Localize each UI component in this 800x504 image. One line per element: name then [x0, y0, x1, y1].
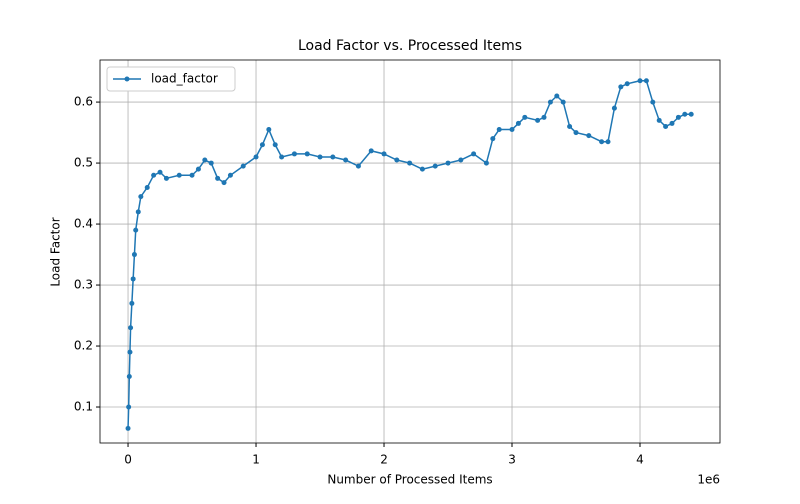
marker [605, 139, 611, 145]
marker [669, 120, 675, 126]
x-tick-label: 0 [124, 453, 132, 467]
marker [157, 169, 163, 175]
marker [637, 78, 643, 84]
x-axis-label: Number of Processed Items [327, 473, 492, 487]
marker [163, 175, 169, 181]
x-tick-label: 1 [252, 453, 260, 467]
marker [445, 160, 451, 166]
marker [624, 81, 630, 87]
marker [471, 151, 477, 157]
marker [394, 157, 400, 163]
marker [496, 127, 502, 133]
marker [253, 154, 259, 160]
marker [547, 99, 553, 105]
marker [330, 154, 336, 160]
marker [259, 142, 265, 148]
marker [131, 252, 137, 258]
marker [490, 136, 496, 142]
marker [650, 99, 656, 105]
marker [656, 117, 662, 123]
marker [126, 404, 132, 410]
marker [279, 154, 285, 160]
marker [663, 123, 669, 129]
marker [618, 84, 624, 90]
marker [215, 175, 221, 181]
marker [643, 78, 649, 84]
y-tick-label: 0.6 [74, 95, 93, 109]
marker [128, 325, 134, 331]
marker [368, 148, 374, 154]
y-tick-label: 0.5 [74, 156, 93, 170]
marker [688, 111, 694, 117]
marker [202, 157, 208, 163]
marker [189, 172, 195, 178]
marker [554, 93, 560, 99]
marker [176, 172, 182, 178]
marker [144, 184, 150, 190]
y-tick-label: 0.2 [74, 339, 93, 353]
marker [432, 163, 438, 169]
marker [125, 425, 131, 431]
y-tick-label: 0.1 [74, 400, 93, 414]
marker [599, 139, 605, 145]
marker [195, 166, 201, 172]
marker [208, 160, 214, 166]
marker [126, 374, 132, 380]
marker [355, 163, 361, 169]
x-tick-label: 2 [380, 453, 388, 467]
marker [458, 157, 464, 163]
y-axis-label: Load Factor [49, 217, 63, 286]
marker [127, 349, 133, 355]
legend-box [106, 66, 236, 92]
marker [522, 114, 528, 120]
y-tick-label: 0.4 [74, 217, 93, 231]
marker [407, 160, 413, 166]
legend-label: load_factor [151, 72, 218, 86]
marker [266, 127, 272, 133]
marker [343, 157, 349, 163]
marker [130, 276, 136, 282]
plot-frame [99, 59, 721, 444]
marker [682, 111, 688, 117]
x-tick-label: 4 [636, 453, 644, 467]
marker [509, 127, 515, 133]
marker [419, 166, 425, 172]
marker [675, 114, 681, 120]
marker [611, 105, 617, 111]
x-offset-label: 1e6 [697, 473, 720, 487]
y-tick-label: 0.3 [74, 278, 93, 292]
marker [541, 114, 547, 120]
marker [129, 300, 135, 306]
marker [573, 130, 579, 136]
marker [317, 154, 323, 160]
marker [227, 172, 233, 178]
marker [291, 151, 297, 157]
marker [304, 151, 310, 157]
x-tick-label: 3 [508, 453, 516, 467]
marker [221, 180, 227, 186]
marker [586, 133, 592, 139]
marker [272, 142, 278, 148]
marker [135, 209, 141, 215]
marker [240, 163, 246, 169]
marker [483, 160, 489, 166]
marker [133, 227, 139, 233]
marker [535, 117, 541, 123]
marker [381, 151, 387, 157]
marker [560, 99, 566, 105]
marker [151, 172, 157, 178]
marker [138, 194, 144, 200]
marker [515, 120, 521, 126]
chart-title: Load Factor vs. Processed Items [298, 38, 522, 54]
marker [567, 123, 573, 129]
legend-marker [124, 76, 130, 82]
